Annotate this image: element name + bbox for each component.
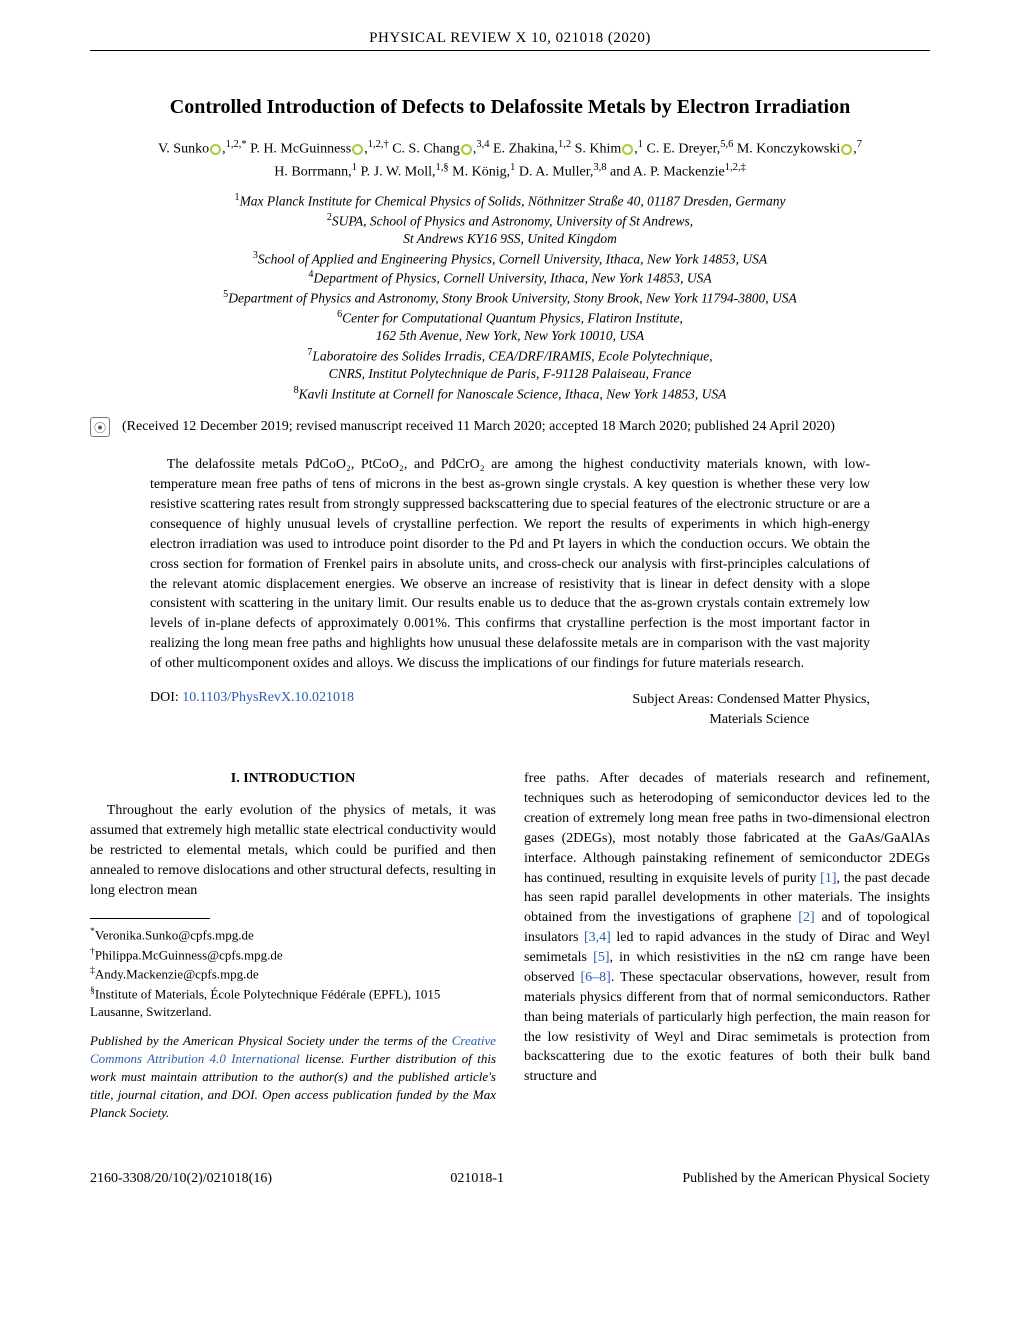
footnote-rule <box>90 918 210 919</box>
orcid-icon <box>210 144 221 155</box>
right-column: free paths. After decades of materials r… <box>524 769 930 1122</box>
subject-areas: Subject Areas: Condensed Matter Physics,… <box>632 690 870 729</box>
author-affil-sup: 1 <box>510 162 515 173</box>
subject-value: Materials Science <box>709 712 809 727</box>
footer-page-number: 021018-1 <box>450 1171 504 1187</box>
author: C. E. Dreyer, <box>647 142 721 157</box>
body-para: free paths. After decades of materials r… <box>524 769 930 1087</box>
author: D. A. Muller, <box>519 165 594 180</box>
authors-block: V. Sunko,1,2,* P. H. McGuinness,1,2,† C.… <box>90 137 930 183</box>
author: and A. P. Mackenzie <box>610 165 725 180</box>
author: M. König, <box>452 165 510 180</box>
affiliation: Max Planck Institute for Chemical Physic… <box>240 193 786 208</box>
reference-link[interactable]: [5] <box>593 950 609 965</box>
affiliation: Laboratoire des Solides Irradis, CEA/DRF… <box>312 348 712 363</box>
author: V. Sunko <box>158 142 209 157</box>
footer-right: Published by the American Physical Socie… <box>682 1171 930 1187</box>
author: E. Zhakina, <box>493 142 558 157</box>
reference-link[interactable]: [3,4] <box>584 930 611 945</box>
page-footer: 2160-3308/20/10(2)/021018(16) 021018-1 P… <box>90 1171 930 1187</box>
author-affil-sup: 7 <box>857 139 862 150</box>
affiliation: St Andrews KY16 9SS, United Kingdom <box>403 231 617 246</box>
license-text: Published by the American Physical Socie… <box>90 1033 452 1048</box>
author: P. H. McGuinness <box>250 142 351 157</box>
author-affil-sup: 1,§ <box>436 162 449 173</box>
orcid-icon <box>352 144 363 155</box>
doi-label: DOI: <box>150 690 182 705</box>
license-block: Published by the American Physical Socie… <box>90 1032 496 1123</box>
footnote: Institute of Materials, École Polytechni… <box>90 986 440 1019</box>
orcid-icon <box>461 144 472 155</box>
subject-label: Subject Areas: <box>632 692 717 707</box>
section-heading: I. INTRODUCTION <box>90 769 496 789</box>
author-affil-sup: 3,4 <box>476 139 489 150</box>
affiliation: SUPA, School of Physics and Astronomy, U… <box>332 213 693 228</box>
author-affil-sup: 3,8 <box>593 162 606 173</box>
author: P. J. W. Moll, <box>360 165 435 180</box>
affiliation: School of Applied and Engineering Physic… <box>258 251 767 266</box>
author-affil-sup: 1,2,† <box>368 139 389 150</box>
open-access-icon: ⦿ <box>90 417 110 437</box>
author-affil-sup: 1 <box>638 139 643 150</box>
journal-header: PHYSICAL REVIEW X 10, 021018 (2020) <box>90 30 930 47</box>
orcid-icon <box>622 144 633 155</box>
footnote: Veronika.Sunko@cpfs.mpg.de <box>95 928 254 943</box>
header-rule <box>90 50 930 51</box>
author-affil-sup: 1 <box>352 162 357 173</box>
reference-link[interactable]: [1] <box>820 871 836 886</box>
dates-row: ⦿ (Received 12 December 2019; revised ma… <box>90 417 930 437</box>
article-title: Controlled Introduction of Defects to De… <box>90 96 930 119</box>
affiliation: Kavli Institute at Cornell for Nanoscale… <box>299 386 727 401</box>
author: H. Borrmann, <box>274 165 351 180</box>
reference-link[interactable]: [6–8] <box>581 970 611 985</box>
reference-link[interactable]: [2] <box>798 910 814 925</box>
author-affil-sup: 1,2,* <box>226 139 247 150</box>
footnote: Philippa.McGuinness@cpfs.mpg.de <box>95 947 283 962</box>
affiliation: Department of Physics, Cornell Universit… <box>313 271 711 286</box>
author-affil-sup: 1,2 <box>558 139 571 150</box>
author-affil-sup: 5,6 <box>720 139 733 150</box>
author: S. Khim <box>575 142 622 157</box>
publication-dates: (Received 12 December 2019; revised manu… <box>122 419 835 435</box>
body-text: . These spectacular observations, howeve… <box>524 970 930 1084</box>
orcid-icon <box>841 144 852 155</box>
author: C. S. Chang <box>392 142 460 157</box>
body-text: free paths. After decades of materials r… <box>524 771 930 885</box>
affiliation: Center for Computational Quantum Physics… <box>342 310 683 325</box>
affiliations-block: 1Max Planck Institute for Chemical Physi… <box>90 191 930 403</box>
author-affil-sup: 1,2,‡ <box>725 162 746 173</box>
affiliation: Department of Physics and Astronomy, Sto… <box>228 291 797 306</box>
footnotes: *Veronika.Sunko@cpfs.mpg.de †Philippa.Mc… <box>90 925 496 1021</box>
body-para: Throughout the early evolution of the ph… <box>90 801 496 900</box>
affiliation: CNRS, Institut Polytechnique de Paris, F… <box>329 366 692 381</box>
doi-block: DOI: 10.1103/PhysRevX.10.021018 <box>150 690 354 729</box>
abstract: The delafossite metals PdCoO₂, PtCoO₂, a… <box>150 455 870 674</box>
author: M. Konczykowski <box>737 142 840 157</box>
footer-left: 2160-3308/20/10(2)/021018(16) <box>90 1171 272 1187</box>
subject-value: Condensed Matter Physics, <box>717 692 870 707</box>
affiliation: 162 5th Avenue, New York, New York 10010… <box>376 328 644 343</box>
doi-link[interactable]: 10.1103/PhysRevX.10.021018 <box>182 690 354 705</box>
footnote: Andy.Mackenzie@cpfs.mpg.de <box>95 967 259 982</box>
left-column: I. INTRODUCTION Throughout the early evo… <box>90 769 496 1122</box>
